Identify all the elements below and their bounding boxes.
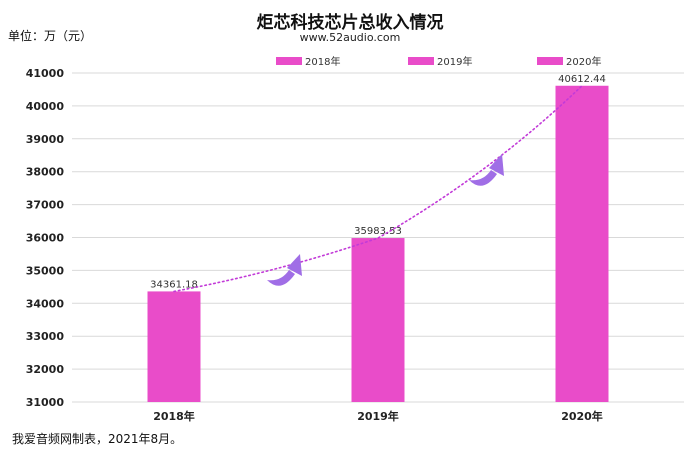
legend-swatch-2019: [408, 56, 434, 65]
data-label: 40612.44: [558, 74, 606, 85]
data-label: 35983.53: [354, 226, 402, 237]
legend-label-2019: 2019年: [437, 57, 473, 68]
y-tick-label: 37000: [26, 199, 65, 212]
data-label: 34361.18: [150, 279, 198, 290]
bar: [555, 85, 609, 402]
legend-swatch-2018: [276, 56, 302, 65]
legend: 2018年 2019年 2020年: [0, 53, 700, 68]
y-tick-label: 33000: [26, 330, 65, 343]
y-tick-label: 36000: [26, 232, 65, 245]
legend-item-2018: 2018年: [276, 53, 340, 68]
x-tick-label: 2020年: [561, 409, 603, 423]
legend-label-2018: 2018年: [305, 57, 341, 68]
legend-item-2019: 2019年: [408, 53, 472, 68]
legend-item-2020: 2020年: [537, 53, 601, 68]
chart-title: 炬芯科技芯片总收入情况: [256, 13, 444, 33]
y-tick-label: 38000: [26, 166, 65, 179]
curved-arrow-icon: [469, 154, 504, 186]
unit-label: 单位：万（元）: [8, 29, 93, 43]
legend-label-2020: 2020年: [566, 57, 602, 68]
bar: [351, 238, 405, 402]
y-tick-label: 34000: [26, 297, 65, 310]
x-tick-label: 2019年: [357, 409, 399, 423]
legend-swatch-2020: [537, 56, 563, 65]
footnote: 我爱音频网制表，2021年8月。: [12, 432, 183, 446]
y-tick-label: 31000: [26, 396, 65, 409]
trend-line: [173, 84, 583, 293]
x-tick-label: 2018年: [153, 409, 195, 423]
curved-arrow-icon: [267, 254, 302, 286]
y-tick-label: 41000: [26, 67, 65, 80]
bar: [147, 291, 201, 402]
y-tick-label: 32000: [26, 363, 65, 376]
y-tick-label: 39000: [26, 133, 65, 146]
chart-subtitle: www.52audio.com: [299, 31, 401, 44]
y-tick-label: 40000: [26, 100, 65, 113]
y-tick-label: 35000: [26, 264, 65, 277]
